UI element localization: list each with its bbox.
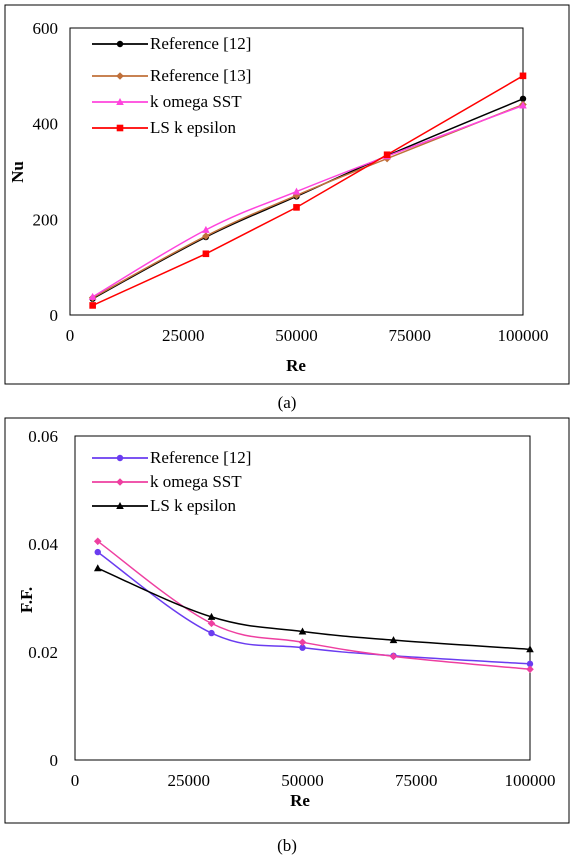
chart-a-frame xyxy=(4,4,570,385)
chart-b-y-axis-label: F.F. xyxy=(17,587,36,613)
data-point xyxy=(519,101,527,109)
legend-marker xyxy=(116,502,124,509)
y-tick-label: 600 xyxy=(33,19,59,38)
y-tick-label: 0.02 xyxy=(28,643,58,662)
data-point xyxy=(93,537,102,546)
legend-label: Reference [13] xyxy=(150,66,251,85)
data-point xyxy=(526,645,534,653)
data-point xyxy=(519,72,527,80)
data-point xyxy=(519,95,527,102)
x-tick-label: 100000 xyxy=(498,326,549,345)
data-point xyxy=(292,191,301,200)
data-point xyxy=(94,548,101,556)
data-point xyxy=(389,636,398,644)
x-tick-label: 75000 xyxy=(389,326,432,345)
data-point xyxy=(526,665,534,674)
data-point xyxy=(202,225,210,233)
x-tick-label: 75000 xyxy=(395,771,438,790)
legend-marker xyxy=(116,478,124,486)
chart-a-y-axis-label: Nu xyxy=(8,161,27,183)
legend-marker xyxy=(116,40,124,48)
legend-marker xyxy=(116,98,124,105)
chart-a-x-axis-label: Re xyxy=(286,356,306,375)
data-point xyxy=(292,187,301,195)
legend-label: LS k epsilon xyxy=(150,118,236,137)
data-point xyxy=(389,652,398,661)
data-point xyxy=(298,627,307,635)
chart-a-plot-area xyxy=(69,27,524,316)
y-tick-label: 0.04 xyxy=(28,535,58,554)
caption-b: (b) xyxy=(277,836,297,855)
legend-label: Reference [12] xyxy=(150,34,251,53)
x-tick-label: 0 xyxy=(71,771,80,790)
legend-marker xyxy=(116,454,124,462)
chart-a: Nu Re 0 25000 50000 75000 100000 0 200 400 600 R… xyxy=(4,4,570,385)
x-tick-label: 50000 xyxy=(281,771,324,790)
chart-b-frame xyxy=(4,417,570,824)
legend-label: Reference [12] xyxy=(150,448,251,467)
data-point xyxy=(293,204,300,211)
x-tick-label: 100000 xyxy=(505,771,556,790)
legend-label: k omega SST xyxy=(150,92,242,111)
x-tick-label: 0 xyxy=(66,326,75,345)
y-tick-label: 0.06 xyxy=(28,427,58,446)
y-tick-label: 0 xyxy=(50,306,59,325)
legend-marker xyxy=(116,124,124,132)
chart-b-plot-area xyxy=(74,435,531,761)
data-point xyxy=(383,151,391,159)
y-tick-label: 200 xyxy=(33,210,59,229)
data-point xyxy=(298,638,307,647)
data-point xyxy=(88,292,97,300)
y-tick-label: 400 xyxy=(33,115,59,134)
legend-label: k omega SST xyxy=(150,472,242,491)
data-point xyxy=(299,644,306,651)
data-point xyxy=(208,629,215,637)
data-point xyxy=(93,564,102,572)
y-tick-label: 0 xyxy=(50,751,59,770)
legend-marker xyxy=(116,72,124,80)
data-point xyxy=(207,612,216,620)
data-point xyxy=(202,250,210,258)
x-tick-label: 25000 xyxy=(162,326,205,345)
caption-a: (a) xyxy=(278,393,297,412)
data-point xyxy=(207,619,216,628)
legend-label: LS k epsilon xyxy=(150,496,236,515)
data-point xyxy=(202,232,210,240)
chart-b: F.F. Re 0 25000 50000 75000 100000 0 0.02 0.04 0… xyxy=(4,417,570,824)
data-point xyxy=(89,302,96,309)
chart-b-x-axis-label: Re xyxy=(290,791,310,810)
data-point xyxy=(526,660,534,668)
x-tick-label: 25000 xyxy=(168,771,211,790)
x-tick-label: 50000 xyxy=(275,326,318,345)
